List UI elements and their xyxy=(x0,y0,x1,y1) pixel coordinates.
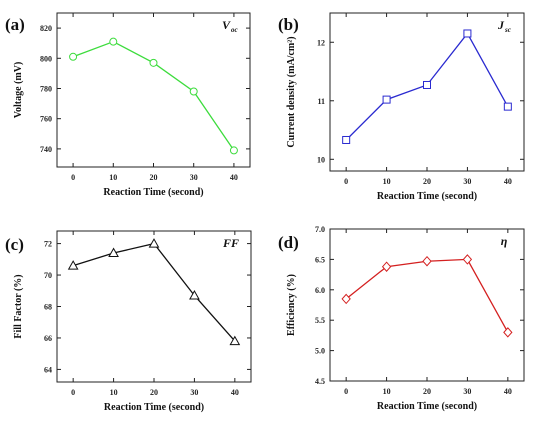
y-tick-label: 64 xyxy=(44,365,52,374)
x-tick-label: 40 xyxy=(504,177,512,186)
panel-label: (c) xyxy=(5,235,24,254)
x-tick-label: 40 xyxy=(504,387,512,396)
y-tick-label: 780 xyxy=(40,84,52,93)
data-point xyxy=(109,37,118,46)
x-tick-label: 20 xyxy=(150,388,158,397)
data-point xyxy=(381,261,392,272)
y-axis-label: Current density (mA/cm²) xyxy=(286,36,297,147)
x-axis-label: Reaction Time (second) xyxy=(104,402,204,413)
y-tick-label: 7.0 xyxy=(315,225,325,234)
y-axis-label: Fill Factor (%) xyxy=(13,274,24,338)
corner-label-sub: oc xyxy=(231,26,238,34)
corner-label: FF xyxy=(222,236,239,250)
data-point xyxy=(422,255,432,267)
y-tick-label: 11 xyxy=(317,97,325,106)
chart-panel-3: 0 10 20 30 40 64 66 68 70 72 Reaction Time (second… xyxy=(5,230,252,413)
panel-label: (d) xyxy=(278,233,299,252)
data-point xyxy=(463,29,472,38)
x-tick-label: 10 xyxy=(383,177,391,186)
panel-label: (a) xyxy=(5,15,25,34)
y-tick-label: 68 xyxy=(44,303,52,312)
data-point xyxy=(423,80,431,89)
data-point xyxy=(67,260,79,270)
x-axis-label: Reaction Time (second) xyxy=(377,401,477,412)
y-tick-label: 70 xyxy=(44,271,52,280)
y-tick-label: 760 xyxy=(40,115,52,124)
plot-frame xyxy=(329,12,525,172)
data-point xyxy=(189,289,200,300)
corner-label: η xyxy=(501,234,508,248)
y-tick-label: 10 xyxy=(317,155,325,164)
y-tick-label: 12 xyxy=(317,38,325,47)
corner-label: J xyxy=(497,18,505,32)
x-tick-label: 0 xyxy=(71,388,75,397)
x-tick-label: 0 xyxy=(344,177,348,186)
data-point xyxy=(229,146,238,155)
x-tick-label: 20 xyxy=(150,173,158,182)
y-tick-label: 66 xyxy=(44,334,52,343)
data-point xyxy=(148,238,160,248)
data-point xyxy=(108,247,119,258)
data-point xyxy=(503,327,513,338)
data-point xyxy=(382,95,391,104)
x-tick-label: 0 xyxy=(344,387,348,396)
data-point xyxy=(229,335,241,346)
y-tick-label: 5.5 xyxy=(315,316,325,325)
plot-frame xyxy=(56,230,252,383)
data-point xyxy=(341,293,351,305)
x-axis-label: Reaction Time (second) xyxy=(377,191,477,202)
y-tick-label: 4.5 xyxy=(315,377,325,386)
x-tick-label: 20 xyxy=(423,387,431,396)
y-tick-label: 6.5 xyxy=(315,255,325,264)
x-tick-label: 10 xyxy=(109,173,117,182)
x-tick-label: 10 xyxy=(110,388,118,397)
x-tick-label: 40 xyxy=(230,173,238,182)
x-tick-label: 10 xyxy=(383,387,391,396)
y-axis-label: Voltage (mV) xyxy=(13,62,24,119)
y-tick-label: 820 xyxy=(40,24,52,33)
y-tick-label: 72 xyxy=(44,240,52,249)
corner-label: V xyxy=(222,18,231,32)
chart-panel-2: 0 10 20 30 40 10 11 12 Reaction Time (second) Cur… xyxy=(278,12,525,202)
series-line xyxy=(345,258,509,333)
data-point xyxy=(462,254,473,265)
x-tick-label: 30 xyxy=(190,173,198,182)
x-tick-label: 30 xyxy=(190,388,198,397)
series-line xyxy=(72,242,236,342)
series-line xyxy=(72,40,235,151)
chart-panel-1: 0 10 20 30 40 740 760 780 800 820 Reaction Time (s… xyxy=(5,12,251,198)
chart-panel-4: 0 10 20 30 40 4.5 5.0 5.5 6.0 6.5 7.0 Reaction Time… xyxy=(278,225,525,412)
data-point xyxy=(149,58,158,67)
data-point xyxy=(69,52,78,61)
x-tick-label: 30 xyxy=(463,387,471,396)
plot-frame xyxy=(329,228,525,382)
y-tick-label: 740 xyxy=(40,145,52,154)
x-axis-label: Reaction Time (second) xyxy=(103,187,203,198)
y-tick-label: 5.0 xyxy=(315,347,325,356)
x-tick-label: 0 xyxy=(71,173,75,182)
data-point xyxy=(189,87,198,96)
x-tick-label: 30 xyxy=(463,177,471,186)
data-point xyxy=(503,102,512,111)
panel-label: (b) xyxy=(278,15,299,34)
y-tick-label: 800 xyxy=(40,54,52,63)
y-tick-label: 6.0 xyxy=(315,286,325,295)
data-point xyxy=(342,135,351,144)
y-axis-label: Efficiency (%) xyxy=(286,274,297,336)
x-tick-label: 20 xyxy=(423,177,431,186)
plot-frame xyxy=(56,12,251,168)
x-tick-label: 40 xyxy=(231,388,239,397)
corner-label-sub: sc xyxy=(504,26,511,34)
